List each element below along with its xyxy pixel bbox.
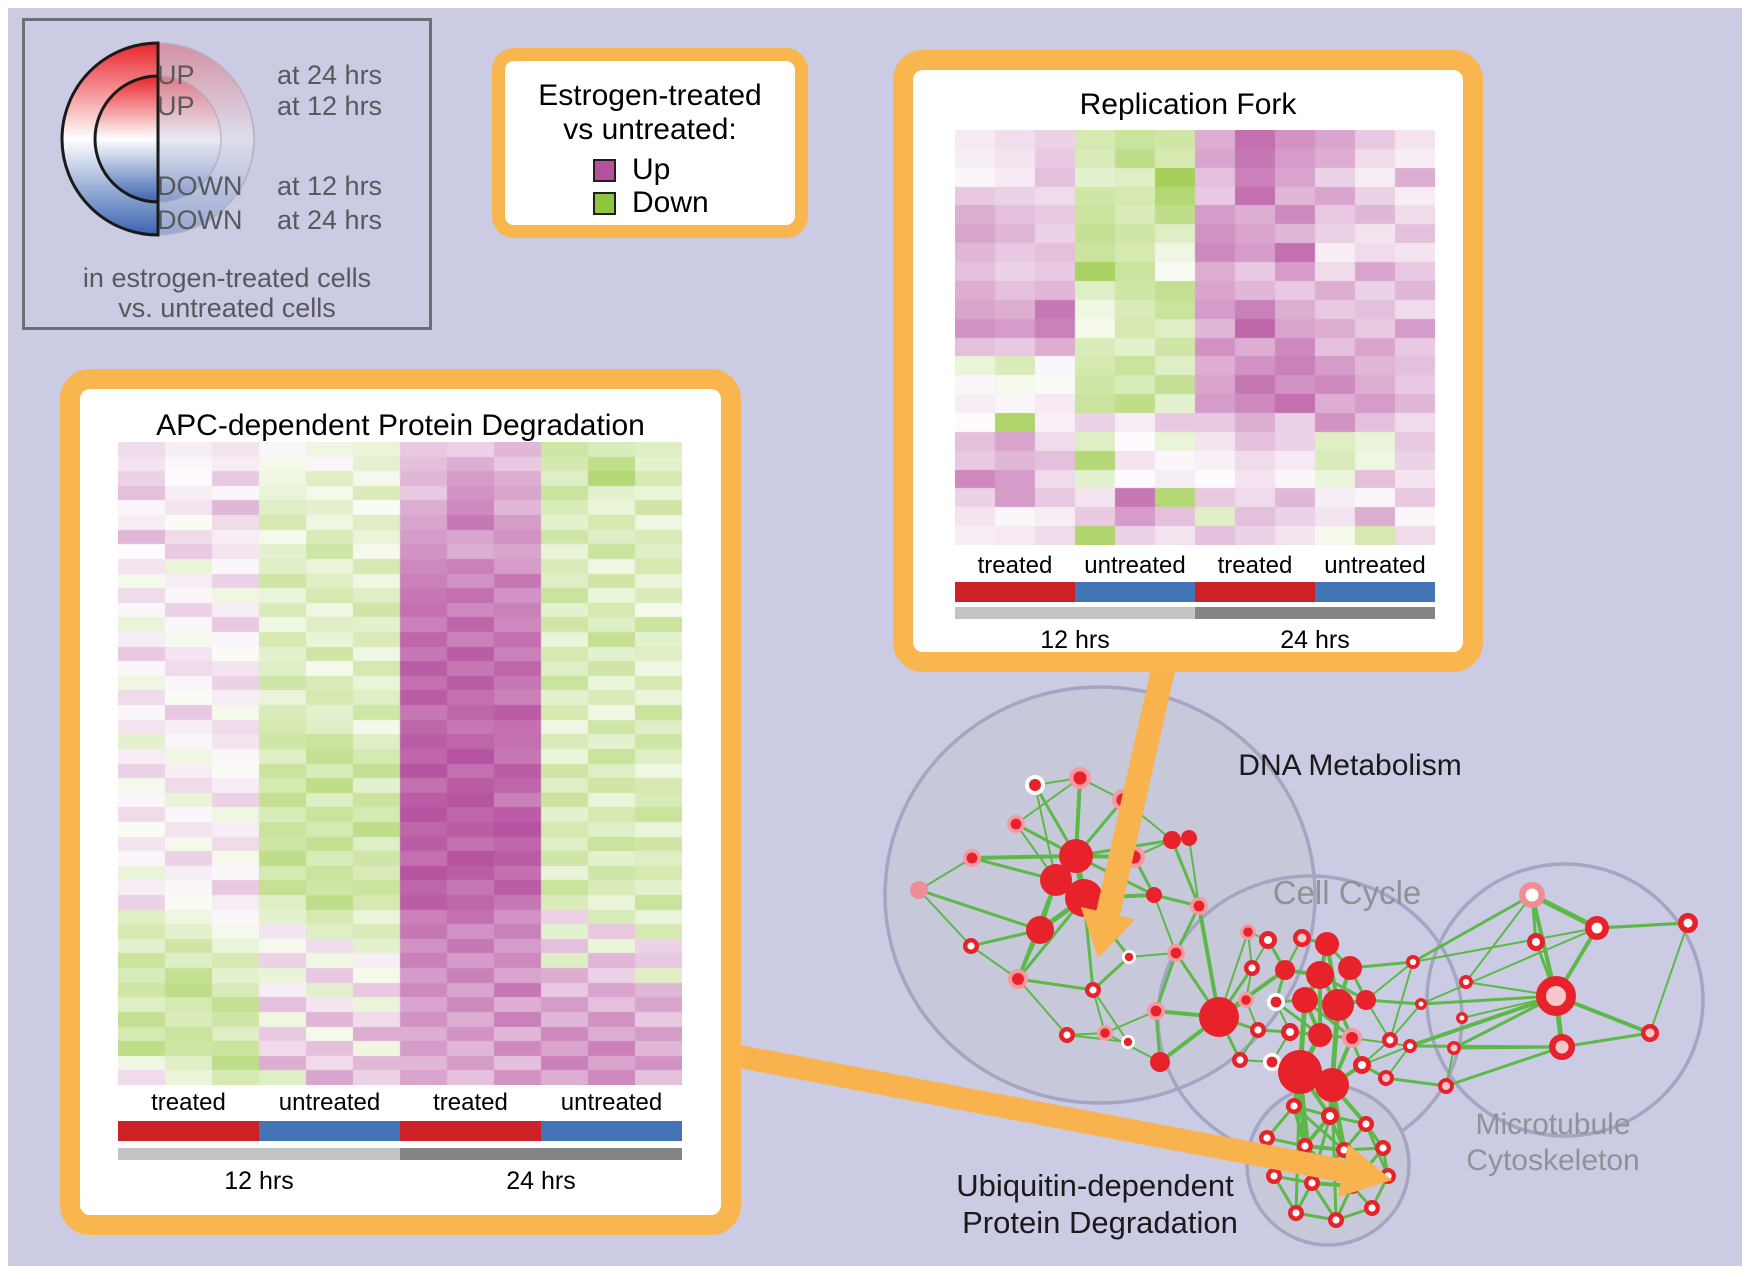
bar-12hrs <box>955 607 1195 619</box>
key-title-line2: vs untreated: <box>563 113 737 146</box>
rf-group-untreated-12: untreated <box>1084 552 1186 579</box>
apc-group-treated-12: treated <box>151 1089 226 1116</box>
rf-label-12hrs: 12 hrs <box>1040 626 1110 654</box>
down-label: Down <box>632 186 709 219</box>
updown-direction-4: DOWN <box>157 205 243 235</box>
updown-direction-3: DOWN <box>157 171 243 201</box>
updown-time-1: at 24 hrs <box>277 60 383 90</box>
estrogen-key-legend: Estrogen-treated vs untreated: Up Down <box>492 48 808 238</box>
rf-group-treated-24: treated <box>1217 552 1293 579</box>
panel-apc-title: APC-dependent Protein Degradation <box>156 409 645 442</box>
treated-bar <box>955 582 1075 602</box>
apc-group-untreated-12: untreated <box>278 1089 381 1116</box>
down-color-swatch <box>593 191 616 215</box>
apc-condition-bars <box>118 1121 682 1141</box>
bar-24hrs <box>400 1148 682 1160</box>
treated-bar <box>1195 582 1315 602</box>
apc-group-labels: treated untreated treated untreated <box>118 1089 682 1117</box>
label-ubiquitin-line2: Protein Degradation <box>962 1205 1238 1240</box>
bar-12hrs <box>118 1148 400 1160</box>
updown-time-4: at 24 hrs <box>277 205 383 235</box>
bar-24hrs <box>1195 607 1435 619</box>
label-dna-metabolism: DNA Metabolism <box>1238 749 1461 782</box>
rf-group-untreated-24: untreated <box>1324 552 1426 579</box>
rf-label-24hrs: 24 hrs <box>1280 626 1350 654</box>
rf-time-labels: 12 hrs 24 hrs <box>955 626 1435 655</box>
updown-direction-2: UP <box>157 91 195 121</box>
apc-label-12hrs: 12 hrs <box>224 1167 294 1195</box>
rf-group-labels: treated untreated treated untreated <box>955 552 1435 580</box>
network-nodes <box>910 767 1698 1228</box>
updown-rings-icon <box>60 41 255 237</box>
treated-bar <box>400 1121 541 1141</box>
apc-group-treated-24: treated <box>433 1089 508 1116</box>
updown-caption-line1: in estrogen-treated cells <box>82 263 372 293</box>
untreated-bar <box>1315 582 1435 602</box>
updown-ring-legend: UP at 24 hrs UP at 12 hrs DOWN at 12 hrs… <box>22 18 432 330</box>
apc-time-labels: 12 hrs 24 hrs <box>118 1167 682 1196</box>
apc-label-24hrs: 24 hrs <box>506 1167 576 1195</box>
label-cell-cycle: Cell Cycle <box>1273 874 1422 911</box>
rf-time-bars <box>955 607 1435 619</box>
untreated-bar <box>1075 582 1195 602</box>
panel-replication-fork: Replication Fork treated untreated treat… <box>893 50 1483 672</box>
label-microtubule-line1: Microtubule <box>1475 1108 1630 1141</box>
apc-time-bars <box>118 1148 682 1160</box>
key-item-up: Up <box>593 153 670 187</box>
replication-fork-heatmap <box>955 130 1435 545</box>
label-ubiquitin-line1: Ubiquitin-dependent <box>956 1168 1234 1203</box>
key-title-line1: Estrogen-treated <box>538 79 762 112</box>
updown-time-3: at 12 hrs <box>277 171 383 201</box>
rf-group-treated-12: treated <box>977 552 1053 579</box>
apc-heatmap <box>118 442 682 1085</box>
apc-group-untreated-24: untreated <box>560 1089 663 1116</box>
updown-direction-1: UP <box>157 60 195 90</box>
untreated-bar <box>541 1121 682 1141</box>
up-color-swatch <box>593 158 616 182</box>
key-item-down: Down <box>593 186 709 220</box>
panel-apc-degradation: APC-dependent Protein Degradation treate… <box>60 369 741 1235</box>
untreated-bar <box>259 1121 400 1141</box>
treated-bar <box>118 1121 259 1141</box>
label-microtubule-line2: Cytoskeleton <box>1466 1144 1639 1177</box>
up-label: Up <box>632 153 671 186</box>
rf-condition-bars <box>955 582 1435 602</box>
panel-rf-title: Replication Fork <box>1079 88 1297 121</box>
updown-time-2: at 12 hrs <box>277 91 383 121</box>
updown-caption-line2: vs. untreated cells <box>118 293 336 323</box>
callout-arrows <box>734 645 1392 1198</box>
